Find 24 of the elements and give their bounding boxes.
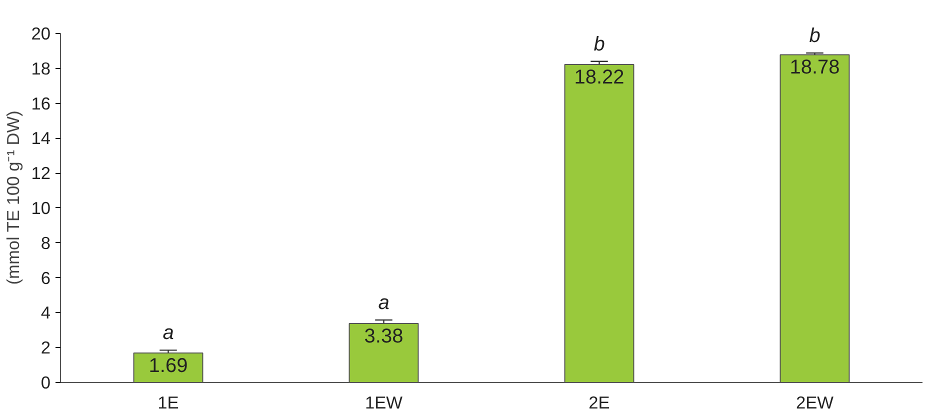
y-tick-label: 20 (31, 23, 51, 44)
y-axis-title: (mmol TE 100 g⁻¹ DW) (3, 110, 24, 285)
annotation: b (594, 33, 605, 56)
y-tick-label: 0 (40, 372, 51, 392)
x-tick-label: 2E (588, 392, 610, 412)
data-label: 3.38 (364, 326, 404, 348)
annotation: a (162, 322, 174, 344)
y-tick-label: 6 (40, 268, 51, 288)
data-label: 18.22 (574, 66, 624, 89)
annotation: a (378, 292, 390, 314)
y-tick-label: 12 (31, 163, 51, 184)
x-tick-label: 1EW (364, 392, 404, 412)
data-label: 18.78 (790, 56, 840, 79)
y-tick-label: 14 (31, 128, 51, 148)
data-label: 1.69 (148, 355, 188, 378)
x-tick-label: 2EW (796, 392, 834, 412)
y-tick-label: 4 (40, 302, 51, 323)
y-tick-label: 16 (31, 93, 51, 114)
y-tick-label: 10 (31, 198, 51, 218)
x-tick-label: 1E (158, 392, 179, 412)
y-tick-label: 8 (40, 232, 51, 253)
annotation: b (809, 24, 820, 47)
y-tick-label: 18 (31, 58, 51, 78)
y-tick-label: 2 (40, 338, 51, 358)
